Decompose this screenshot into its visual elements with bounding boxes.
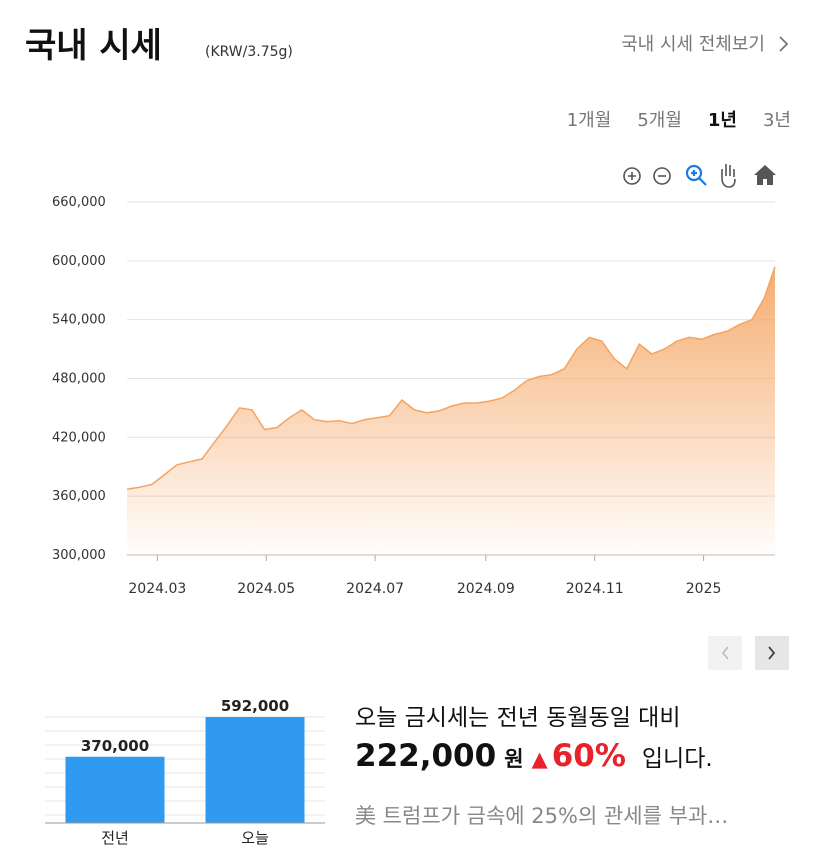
x-tick-label: 2024.09 xyxy=(457,581,515,597)
period-tab[interactable]: 5개월 xyxy=(637,110,682,131)
prev-button[interactable] xyxy=(708,636,742,670)
view-all-link[interactable]: 국내 시세 전체보기 xyxy=(621,34,765,55)
bar xyxy=(205,717,305,823)
bar-value-label: 592,000 xyxy=(221,697,289,715)
y-tick-label: 540,000 xyxy=(52,313,106,328)
next-button[interactable] xyxy=(755,636,789,670)
zoom-in-button[interactable] xyxy=(623,167,641,185)
next-icon xyxy=(768,646,776,660)
bar-value-label: 370,000 xyxy=(81,737,149,755)
pager xyxy=(708,636,789,670)
news-headline[interactable]: 美 트럼프가 금속에 25%의 관세를 부과… xyxy=(355,804,729,828)
price-area xyxy=(127,266,775,555)
diff-rate: 60% xyxy=(551,738,626,774)
bar-category-label: 전년 xyxy=(101,829,129,847)
bar-category-label: 오늘 xyxy=(241,829,269,847)
x-tick-label: 2025 xyxy=(686,581,722,597)
y-tick-label: 660,000 xyxy=(52,195,106,210)
currency: 원 xyxy=(504,747,524,771)
y-tick-label: 300,000 xyxy=(52,548,106,563)
x-tick-label: 2024.03 xyxy=(128,581,186,597)
summary-tail: 입니다. xyxy=(641,746,713,772)
y-tick-label: 420,000 xyxy=(52,430,106,445)
bar xyxy=(65,756,165,823)
y-tick-label: 600,000 xyxy=(52,254,106,269)
home-button[interactable] xyxy=(754,165,776,185)
toolbar xyxy=(623,164,776,188)
summary-lead: 오늘 금시세는 전년 동월동일 대비 xyxy=(355,705,681,731)
x-tick-label: 2024.05 xyxy=(237,581,295,597)
prev-icon xyxy=(721,646,729,660)
period-tab[interactable]: 3년 xyxy=(762,110,791,131)
link-chevron[interactable] xyxy=(779,36,789,52)
period-tabs: 1개월 5개월 1년 3년 xyxy=(567,106,791,132)
pan-button[interactable] xyxy=(721,164,736,188)
unit-label: (KRW/3.75g) xyxy=(205,44,293,60)
page-title: 국내 시세 xyxy=(25,26,162,66)
period-tab[interactable]: 1개월 xyxy=(566,110,612,131)
zoom-out-button[interactable] xyxy=(653,167,671,185)
zoom-select-button[interactable] xyxy=(685,164,707,186)
up-arrow: ▲ xyxy=(531,747,548,771)
period-tab[interactable]: 1년 xyxy=(707,110,737,131)
diff-amount: 222,000 xyxy=(355,738,497,774)
summary-row: 222,000 원 ▲ 60% 입니다. xyxy=(355,738,713,774)
y-tick-label: 480,000 xyxy=(52,372,106,387)
x-tick-label: 2024.11 xyxy=(566,581,624,597)
y-tick-label: 360,000 xyxy=(52,489,106,504)
price-line xyxy=(126,266,776,491)
x-tick-label: 2024.07 xyxy=(346,581,404,597)
